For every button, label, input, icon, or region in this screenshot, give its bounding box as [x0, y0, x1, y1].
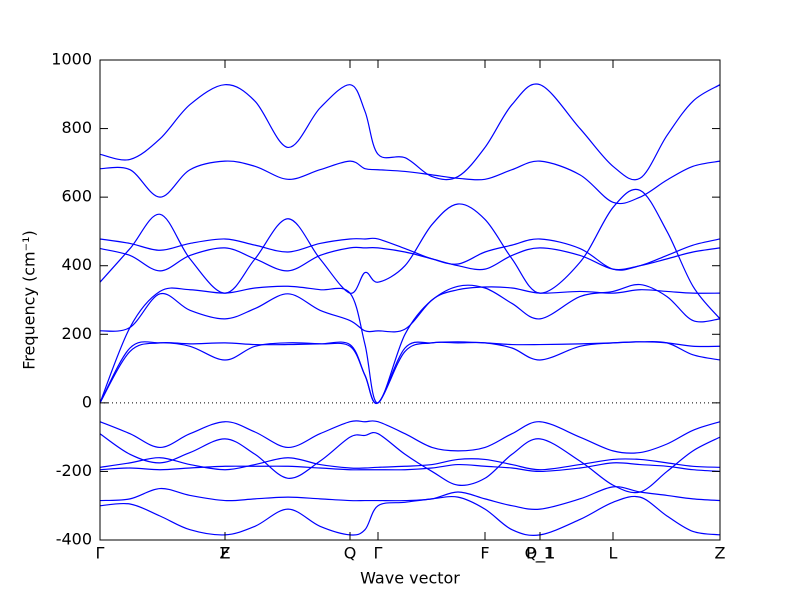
y-tick-label: 1000 [51, 50, 92, 69]
band-line [99, 237, 721, 271]
band-line [99, 188, 721, 320]
x-tick-label: Q [344, 544, 357, 563]
band-line [99, 486, 721, 510]
x-tick-label: Q_1 [525, 544, 556, 564]
x-tick-label: F [480, 544, 489, 563]
x-tick-label: F [220, 544, 229, 563]
band-line [99, 283, 721, 333]
x-axis-label: Wave vector [360, 569, 460, 588]
band-line [99, 83, 721, 181]
y-axis-label: Frequency (cm⁻¹) [20, 230, 39, 369]
band-line [99, 160, 721, 205]
x-tick-label: L [609, 544, 618, 563]
band-line [99, 246, 721, 272]
y-tick-label: 200 [61, 324, 92, 343]
band-line [99, 341, 721, 404]
y-tick-label: 0 [82, 392, 92, 411]
x-tick-label: Z [220, 544, 231, 563]
x-tick-label: Z [715, 544, 726, 563]
x-tick-label: Γ [96, 544, 105, 563]
band-line [99, 420, 721, 454]
band-line [99, 285, 721, 404]
band-line [99, 495, 721, 536]
band-line [99, 457, 721, 471]
x-tick-label: Γ [374, 544, 383, 563]
plot-frame [99, 59, 721, 541]
y-tick-label: 600 [61, 187, 92, 206]
band-line [99, 340, 721, 404]
y-tick-label: 400 [61, 255, 92, 274]
y-tick-label: -400 [56, 530, 92, 549]
y-tick-label: -200 [56, 461, 92, 480]
y-tick-label: 800 [61, 118, 92, 137]
band-line [99, 462, 721, 473]
x-tick-label: P_1 [526, 544, 554, 564]
band-line [99, 431, 721, 494]
